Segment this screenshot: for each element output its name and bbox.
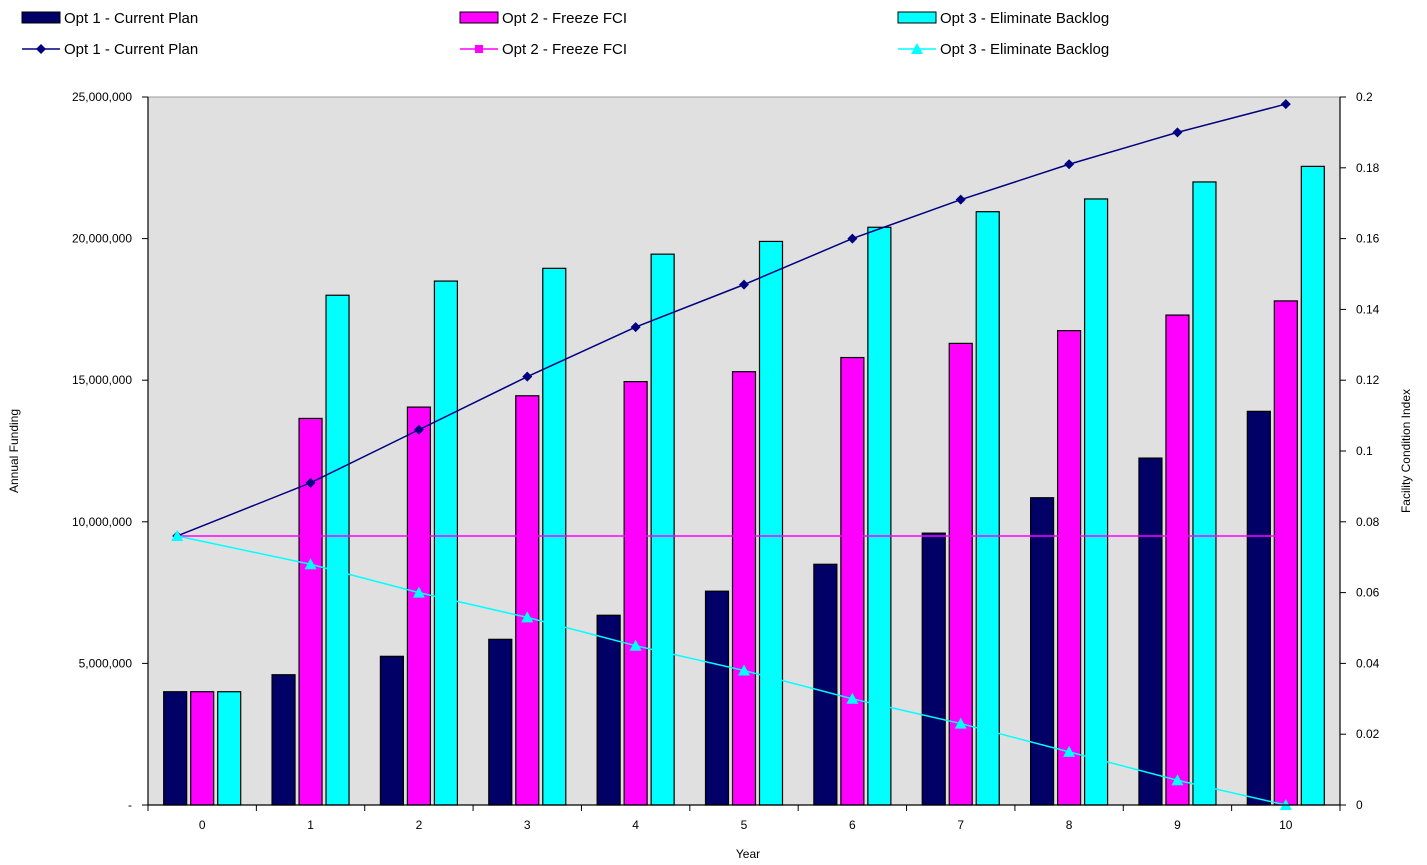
legend-swatch-bar-2 bbox=[459, 11, 499, 24]
bar-1-0 bbox=[163, 691, 188, 806]
y-tick-label: 20,000,000 bbox=[72, 232, 132, 246]
x-tick-label: 8 bbox=[1066, 818, 1073, 832]
marker-3-1 bbox=[304, 558, 317, 570]
bar-3-6 bbox=[867, 226, 892, 806]
y-tick-label: 15,000,000 bbox=[72, 373, 132, 387]
bar-3-8 bbox=[1083, 198, 1109, 806]
legend-marker-1 bbox=[36, 44, 46, 54]
bar-1-2 bbox=[379, 655, 405, 806]
x-tick-label: 3 bbox=[524, 818, 531, 832]
bar-1-5 bbox=[704, 590, 730, 806]
bar-3-9 bbox=[1192, 181, 1217, 806]
marker-1-9 bbox=[1172, 127, 1183, 138]
legend-label-bar-1: Opt 1 - Current Plan bbox=[64, 10, 198, 27]
bar-3-10 bbox=[1300, 165, 1325, 806]
bar-2-2 bbox=[406, 406, 432, 806]
bar-2-1 bbox=[298, 417, 323, 806]
marker-1-1 bbox=[305, 477, 316, 488]
y2-tick-label: 0.16 bbox=[1356, 232, 1380, 246]
bar-2-8 bbox=[1056, 330, 1082, 806]
bar-3-2 bbox=[433, 280, 459, 806]
marker-1-10 bbox=[1280, 99, 1291, 110]
marker-1-6 bbox=[847, 233, 858, 244]
marker-3-6 bbox=[846, 692, 859, 704]
bar-2-6 bbox=[840, 356, 865, 806]
marker-1-5 bbox=[739, 279, 749, 290]
y2-tick-label: 0.12 bbox=[1356, 373, 1380, 387]
marker-3-4 bbox=[629, 639, 642, 651]
bar-1-3 bbox=[488, 638, 513, 806]
y2-tick-label: 0.1 bbox=[1356, 444, 1373, 458]
marker-3-2 bbox=[412, 586, 425, 598]
x-tick-label: 6 bbox=[849, 818, 856, 832]
bar-1-6 bbox=[813, 563, 838, 806]
marker-3-8 bbox=[1063, 745, 1076, 757]
y-tick-label: 10,000,000 bbox=[72, 515, 132, 529]
bar-2-9 bbox=[1165, 314, 1190, 806]
x-tick-label: 0 bbox=[199, 818, 206, 832]
lines bbox=[171, 99, 1292, 810]
y2-tick-label: 0.2 bbox=[1356, 90, 1373, 104]
legend-label-bar-3: Opt 3 - Eliminate Backlog bbox=[940, 10, 1109, 27]
legend-marker-2 bbox=[475, 45, 483, 53]
bar-2-7 bbox=[948, 342, 973, 806]
x-tick-label: 5 bbox=[741, 818, 748, 832]
marker-1-4 bbox=[630, 322, 641, 333]
legend-label-bar-2: Opt 2 - Freeze FCI bbox=[502, 10, 627, 27]
bar-2-5 bbox=[731, 371, 757, 806]
legend-marker-3 bbox=[911, 43, 923, 54]
bar-2-3 bbox=[515, 395, 540, 806]
bar-1-8 bbox=[1029, 497, 1055, 806]
bar-3-4 bbox=[650, 253, 675, 806]
legend-label-line-1: Opt 1 - Current Plan bbox=[64, 41, 198, 58]
y2-tick-label: 0.04 bbox=[1356, 656, 1380, 670]
bar-1-9 bbox=[1138, 457, 1163, 806]
y2-tick-label: 0 bbox=[1356, 798, 1363, 812]
bar-3-5 bbox=[758, 240, 784, 806]
marker-3-5 bbox=[738, 664, 750, 676]
y-axis-title: Annual Funding bbox=[7, 409, 21, 493]
y2-tick-label: 0.08 bbox=[1356, 515, 1380, 529]
bar-1-4 bbox=[596, 614, 621, 806]
y-tick-label: 25,000,000 bbox=[72, 90, 132, 104]
marker-1-7 bbox=[955, 194, 966, 205]
x-axis-title: Year bbox=[736, 847, 760, 861]
legend: Opt 1 - Current Plan Opt 2 - Freeze FCI Op… bbox=[21, 10, 1109, 58]
legend-swatch-bar-1 bbox=[21, 11, 61, 24]
legend-swatch-bar-3 bbox=[897, 11, 937, 24]
marker-1-2 bbox=[413, 424, 424, 435]
bar-2-10 bbox=[1273, 300, 1298, 806]
legend-label-line-3: Opt 3 - Eliminate Backlog bbox=[940, 41, 1109, 58]
marker-1-3 bbox=[522, 371, 533, 382]
bar-2-0 bbox=[190, 691, 215, 806]
marker-1-8 bbox=[1064, 159, 1075, 170]
y2-tick-label: 0.02 bbox=[1356, 727, 1380, 741]
marker-3-9 bbox=[1171, 774, 1184, 786]
x-tick-label: 2 bbox=[416, 818, 423, 832]
x-tick-label: 1 bbox=[307, 818, 314, 832]
axes: - 5,000,000 10,000,000 15,000,000 20,000,000… bbox=[72, 90, 1380, 832]
x-tick-label: 7 bbox=[957, 818, 964, 832]
x-tick-label: 9 bbox=[1174, 818, 1181, 832]
bar-1-10 bbox=[1246, 410, 1271, 806]
legend-label-line-2: Opt 2 - Freeze FCI bbox=[502, 41, 627, 58]
x-tick-label: 10 bbox=[1279, 818, 1293, 832]
y2-tick-label: 0.06 bbox=[1356, 586, 1380, 600]
marker-3-7 bbox=[954, 717, 967, 729]
y2-tick-label: 0.14 bbox=[1356, 302, 1380, 316]
bar-3-1 bbox=[325, 294, 350, 806]
bar-1-1 bbox=[271, 674, 296, 806]
marker-3-3 bbox=[521, 611, 534, 623]
y2-axis-title: Facility Condition Index bbox=[1399, 389, 1413, 513]
bar-1-7 bbox=[921, 532, 946, 806]
y2-tick-label: 0.18 bbox=[1356, 161, 1380, 175]
bar-3-0 bbox=[217, 691, 242, 806]
y-tick-label: 5,000,000 bbox=[79, 656, 133, 670]
marker-3-0 bbox=[171, 529, 184, 541]
y-tick-label: - bbox=[128, 798, 132, 812]
bar-3-7 bbox=[975, 211, 1000, 806]
x-tick-label: 4 bbox=[632, 818, 639, 832]
bar-2-4 bbox=[623, 381, 648, 806]
